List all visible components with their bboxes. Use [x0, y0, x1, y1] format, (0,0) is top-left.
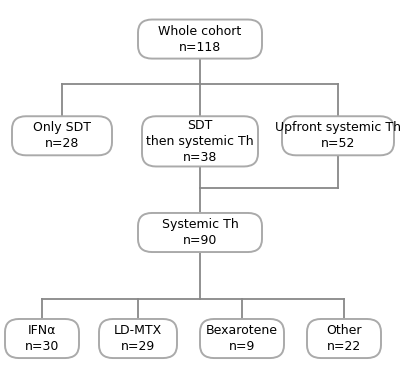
FancyBboxPatch shape — [99, 319, 177, 358]
Text: LD-MTX
n=29: LD-MTX n=29 — [114, 324, 162, 353]
Text: Other
n=22: Other n=22 — [326, 324, 362, 353]
FancyBboxPatch shape — [307, 319, 381, 358]
Text: IFNα
n=30: IFNα n=30 — [25, 324, 59, 353]
Text: SDT
then systemic Th
n=38: SDT then systemic Th n=38 — [146, 119, 254, 164]
FancyBboxPatch shape — [282, 116, 394, 155]
FancyBboxPatch shape — [5, 319, 79, 358]
FancyBboxPatch shape — [200, 319, 284, 358]
Text: Bexarotene
n=9: Bexarotene n=9 — [206, 324, 278, 353]
Text: Only SDT
n=28: Only SDT n=28 — [33, 121, 91, 150]
FancyBboxPatch shape — [138, 213, 262, 252]
FancyBboxPatch shape — [138, 19, 262, 58]
FancyBboxPatch shape — [12, 116, 112, 155]
Text: Systemic Th
n=90: Systemic Th n=90 — [162, 218, 238, 247]
FancyBboxPatch shape — [142, 116, 258, 166]
Text: Whole cohort
n=118: Whole cohort n=118 — [158, 25, 242, 54]
Text: Upfront systemic Th
n=52: Upfront systemic Th n=52 — [275, 121, 400, 150]
